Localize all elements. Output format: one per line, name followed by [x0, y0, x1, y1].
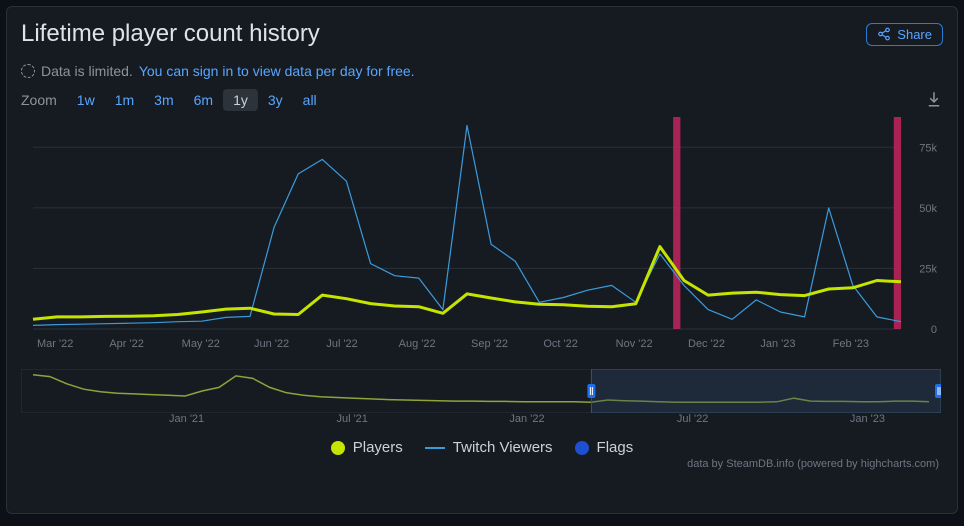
svg-text:Mar '22: Mar '22	[37, 338, 73, 350]
svg-text:Apr '22: Apr '22	[109, 338, 144, 350]
main-chart[interactable]: 0 25k 50k 75k Mar '22 Apr '22 May '22 Jun '22 Ju…	[21, 117, 941, 355]
zoom-3m[interactable]: 3m	[144, 89, 183, 111]
zoom-1y[interactable]: 1y	[223, 89, 258, 111]
nav-label: Jan '23	[850, 413, 885, 425]
legend: Players Twitch Viewers Flags	[21, 439, 943, 456]
svg-text:Aug '22: Aug '22	[399, 338, 436, 350]
svg-text:0: 0	[931, 324, 937, 336]
zoom-label: Zoom	[21, 92, 57, 108]
share-button[interactable]: Share	[866, 23, 943, 46]
twitch-swatch	[425, 447, 445, 449]
zoom-1w[interactable]: 1w	[67, 89, 105, 111]
download-icon	[925, 90, 943, 108]
svg-text:Jul '22: Jul '22	[326, 338, 357, 350]
svg-text:Jun '22: Jun '22	[254, 338, 289, 350]
download-button[interactable]	[925, 90, 943, 111]
svg-text:50k: 50k	[919, 203, 937, 215]
legend-players-label: Players	[353, 439, 403, 456]
legend-flags[interactable]: Flags	[575, 439, 634, 456]
nav-label: Jan '21	[169, 413, 204, 425]
players-swatch	[331, 441, 345, 455]
legend-twitch[interactable]: Twitch Viewers	[425, 439, 553, 456]
nav-label: Jul '22	[677, 413, 708, 425]
svg-text:Dec '22: Dec '22	[688, 338, 725, 350]
zoom-all[interactable]: all	[293, 89, 327, 111]
svg-text:Jan '23: Jan '23	[760, 338, 795, 350]
notice-text: Data is limited.	[41, 63, 133, 79]
zoom-3y[interactable]: 3y	[258, 89, 293, 111]
data-limited-notice: Data is limited. You can sign in to view…	[21, 63, 943, 79]
svg-text:75k: 75k	[919, 142, 937, 154]
zoom-6m[interactable]: 6m	[184, 89, 223, 111]
svg-text:May '22: May '22	[182, 338, 220, 350]
legend-players[interactable]: Players	[331, 439, 403, 456]
nav-label: Jan '22	[509, 413, 544, 425]
info-icon	[21, 64, 35, 78]
credits: data by SteamDB.info (powered by highcha…	[21, 458, 943, 470]
legend-twitch-label: Twitch Viewers	[453, 439, 553, 456]
signin-link[interactable]: You can sign in to view data per day for…	[139, 63, 415, 79]
zoom-controls: Zoom 1w1m3m6m1y3yall	[21, 89, 943, 111]
zoom-1m[interactable]: 1m	[105, 89, 144, 111]
share-icon	[877, 27, 891, 41]
svg-text:Feb '23: Feb '23	[833, 338, 869, 350]
legend-flags-label: Flags	[597, 439, 634, 456]
nav-label: Jul '21	[336, 413, 367, 425]
svg-text:Oct '22: Oct '22	[543, 338, 578, 350]
navigator[interactable]: Jan '21 Jul '21 Jan '22 Jul '22 Jan '23	[21, 369, 941, 429]
svg-text:25k: 25k	[919, 263, 937, 275]
page-title: Lifetime player count history	[21, 20, 320, 48]
flags-swatch	[575, 441, 589, 455]
header: Lifetime player count history Share	[21, 15, 943, 53]
svg-text:Sep '22: Sep '22	[471, 338, 508, 350]
share-label: Share	[897, 27, 932, 42]
svg-text:Nov '22: Nov '22	[616, 338, 653, 350]
chart-panel: Lifetime player count history Share Data…	[6, 6, 958, 514]
